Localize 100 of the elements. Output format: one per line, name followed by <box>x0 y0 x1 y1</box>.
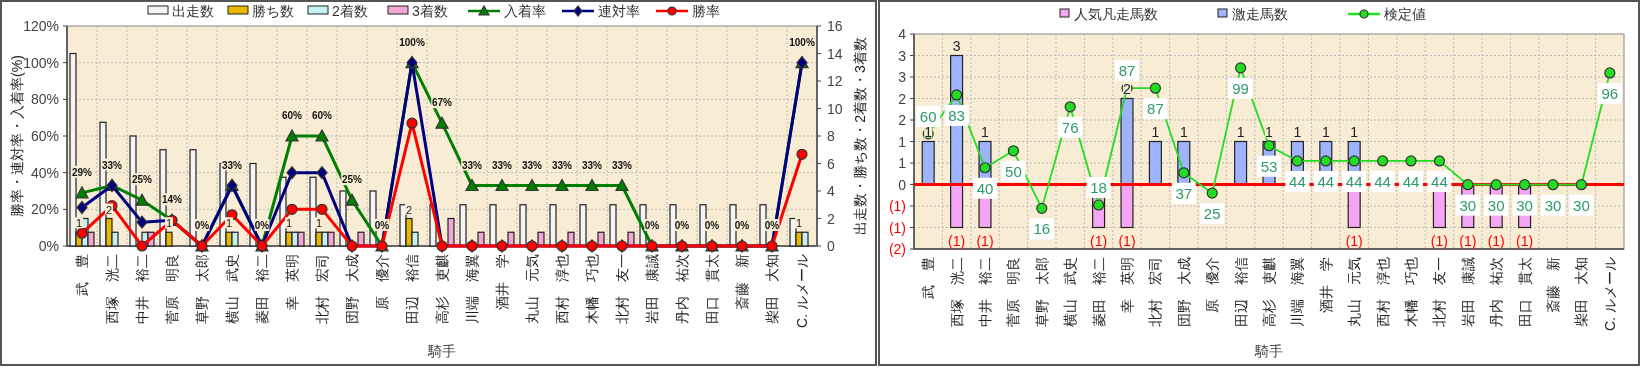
x-tick-label: 菱田 裕二 <box>1090 257 1107 327</box>
y-tick-label: 1 <box>898 133 907 150</box>
data-label: 44 <box>1431 172 1448 190</box>
data-label: 3 <box>952 37 961 54</box>
legend-label: 勝ち数 <box>252 3 294 19</box>
x-tick-label: 木幡 巧也 <box>1403 257 1419 327</box>
data-label: 2 <box>405 203 413 216</box>
x-tick-label: 菅原 明良 <box>164 254 180 324</box>
data-label: 1 <box>1265 123 1274 140</box>
data-label: 30 <box>1573 196 1590 214</box>
data-label: 1 <box>1236 123 1245 140</box>
data-label: 44 <box>1345 172 1363 190</box>
data-label: 16 <box>1033 220 1051 238</box>
y-tick-label: 40% <box>30 164 59 181</box>
data-label: 96 <box>1601 84 1619 102</box>
y-tick-label: 3 <box>898 69 907 85</box>
y2-tick-label: 0 <box>827 238 835 254</box>
legend-label: 人気凡走馬数 <box>1074 6 1158 22</box>
x-tick-label: 原 優介 <box>374 254 390 310</box>
data-label: 1 <box>1151 123 1160 140</box>
data-label: 14% <box>161 194 183 206</box>
x-tick-label: 西塚 洸二 <box>948 257 965 327</box>
x-tick-label: 斎藤 新 <box>734 254 750 310</box>
y2-tick-label: 10 <box>827 100 843 117</box>
data-label: 44 <box>1402 172 1420 190</box>
data-label: 30 <box>1544 196 1562 214</box>
data-label: 30 <box>1459 196 1477 214</box>
data-label: 87 <box>1118 62 1136 80</box>
x-tick-label: 菱田 裕二 <box>254 254 270 324</box>
legend-label: 勝率 <box>692 3 720 19</box>
data-label: (1) <box>1090 232 1108 249</box>
legend-label: 2着数 <box>332 3 368 19</box>
x-tick-label: 高杉 吏麒 <box>1261 257 1277 327</box>
y-axis-title: 勝率・連対率・入着率(%) <box>9 55 25 217</box>
x-tick-label: 田口 貫太 <box>1516 257 1533 327</box>
data-label: 76 <box>1061 118 1079 136</box>
x-tick-label: 武 豊 <box>74 254 90 296</box>
y-tick-label: 20% <box>30 201 59 218</box>
y2-axis-title: 出走数・勝ち数・2着数・3着数 <box>852 37 868 235</box>
x-tick-label: 横山 武史 <box>224 254 240 324</box>
x-tick-label: 田辺 裕信 <box>1232 257 1249 327</box>
data-label: (1) <box>948 232 966 249</box>
data-label: 100% <box>789 36 815 48</box>
x-axis-title: 騎手 <box>427 343 456 359</box>
x-tick-label: 北村 宏司 <box>1147 257 1164 327</box>
x-tick-label: 団野 大成 <box>1175 257 1192 327</box>
x-tick-label: 幸 英明 <box>284 254 300 310</box>
x-tick-label: 高杉 吏麒 <box>434 254 450 324</box>
x-tick-label: 草野 太郎 <box>1033 257 1050 327</box>
data-label: 53 <box>1260 157 1278 175</box>
y-tick-label: 2 <box>898 90 907 107</box>
data-label: 1 <box>795 217 803 230</box>
y-tick-label: 3 <box>898 47 907 64</box>
x-tick-label: 北村 友一 <box>614 254 630 324</box>
data-label: 25% <box>341 174 363 186</box>
data-label: 83 <box>948 106 965 124</box>
data-label: 25% <box>131 174 153 186</box>
x-tick-label: C. ルメール <box>794 254 810 328</box>
y2-tick-label: 4 <box>827 183 835 199</box>
x-tick-label: 田辺 裕信 <box>404 254 420 324</box>
x-tick-label: 西塚 洸二 <box>104 254 120 324</box>
data-label: (1) <box>1118 232 1136 249</box>
data-label: 25 <box>1203 205 1221 223</box>
data-label: 50 <box>1005 162 1022 180</box>
x-tick-label: 草野 太郎 <box>194 254 210 324</box>
x-tick-label: 丹内 祐次 <box>1488 257 1505 327</box>
data-label: 30 <box>1516 196 1533 214</box>
data-label: 60% <box>281 110 303 121</box>
x-tick-label: 柴田 大知 <box>764 254 780 324</box>
data-label: 44 <box>1374 172 1391 190</box>
data-label: 1 <box>1293 123 1302 140</box>
data-label: 1 <box>75 217 83 230</box>
data-label: 0% <box>194 220 210 231</box>
x-tick-label: 北村 宏司 <box>314 254 330 324</box>
x-tick-label: 菅原 明良 <box>1005 257 1022 327</box>
x-tick-label: 川端 海翼 <box>1289 257 1306 327</box>
y-tick-label: 120% <box>23 18 59 34</box>
data-label: 1 <box>924 123 933 140</box>
x-tick-label: 横山 武史 <box>1062 257 1079 327</box>
data-label: 1 <box>225 217 233 230</box>
x-tick-label: 西村 淳也 <box>1374 257 1391 327</box>
x-tick-label: 幸 英明 <box>1119 257 1135 313</box>
y-tick-label: 1 <box>898 155 907 171</box>
data-label: (1) <box>1459 232 1477 249</box>
data-label: 30 <box>1487 196 1505 214</box>
data-label: 1 <box>315 217 323 230</box>
x-tick-label: 丹内 祐次 <box>674 254 690 324</box>
y-tick-label: 2 <box>898 112 907 128</box>
data-label: 44 <box>1317 172 1335 190</box>
data-label: 0% <box>374 220 390 231</box>
data-label: 33% <box>551 159 573 171</box>
x-tick-label: 酒井 学 <box>494 254 510 310</box>
data-label: 0% <box>674 220 690 231</box>
data-label: 33% <box>461 159 483 171</box>
data-label: 0% <box>734 220 750 231</box>
y-tick-label: 80% <box>30 91 59 108</box>
x-tick-label: 斎藤 新 <box>1545 257 1561 313</box>
x-tick-label: 北村 友一 <box>1431 257 1448 327</box>
legend-label: 3着数 <box>412 3 448 19</box>
data-label: 60 <box>919 107 937 125</box>
